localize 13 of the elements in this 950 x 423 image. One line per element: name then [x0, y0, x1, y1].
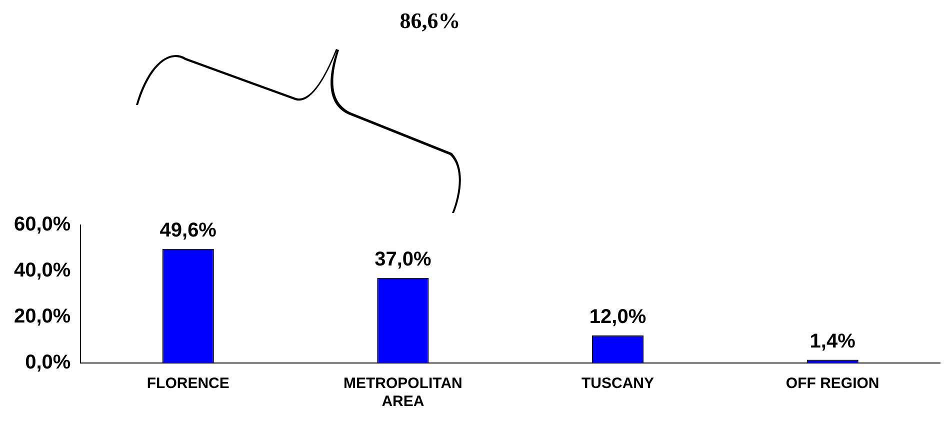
x-tick-label: TUSCANY [582, 375, 654, 392]
x-tick-label: OFF REGION [786, 375, 880, 392]
data-label: 49,6% [160, 219, 217, 242]
x-tick-label: FLORENCE [146, 375, 230, 392]
data-label: 12,0% [589, 306, 646, 328]
text: 86,6% [398, 8, 462, 34]
x-tick-label: METROPOLITAN AREA [344, 375, 462, 410]
data-label: 37,0% [374, 248, 432, 270]
y-tick-label: 0,0% [25, 352, 71, 374]
y-tick-label: 40,0% [14, 260, 71, 282]
y-tick-label: 20,0% [14, 306, 71, 328]
data-label: 1,4% [810, 330, 856, 352]
y-tick-label: 60,0% [14, 214, 71, 236]
